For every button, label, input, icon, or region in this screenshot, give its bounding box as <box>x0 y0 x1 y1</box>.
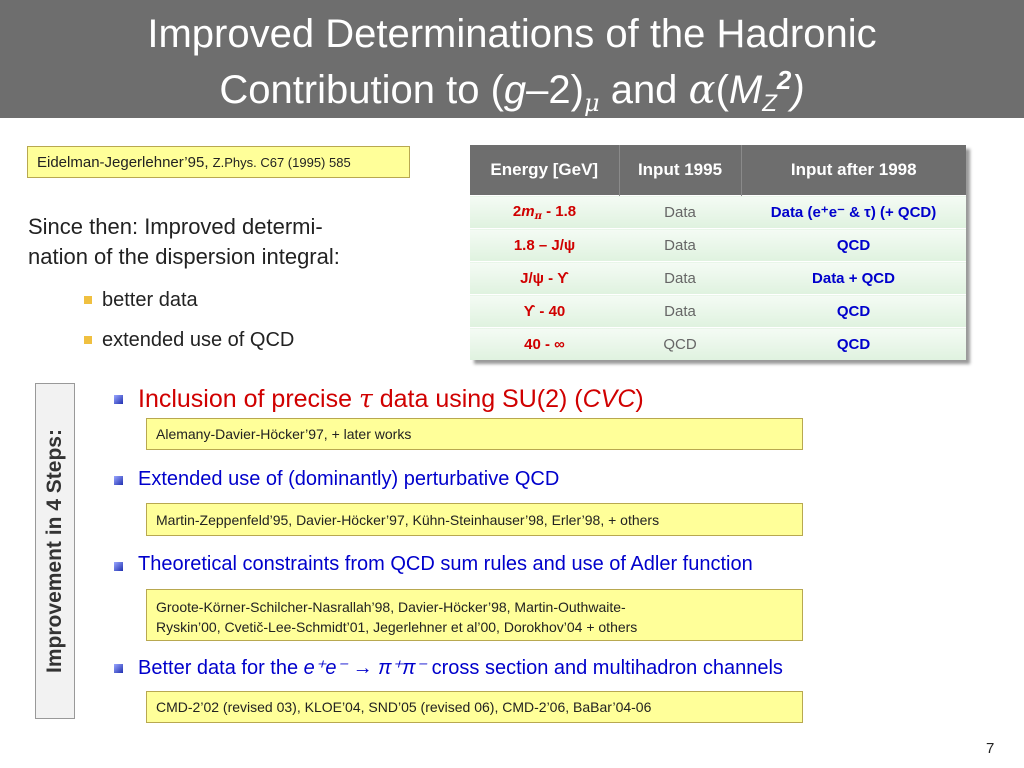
step-bullet-icon <box>114 395 123 404</box>
cell-energy: ϒ - 40 <box>470 294 619 328</box>
header-input-1998: Input after 1998 <box>741 145 966 196</box>
since-line1: Since then: Improved determi- <box>28 214 323 239</box>
cell-input-1998: Data (e⁺e⁻ & τ) (+ QCD) <box>741 195 966 229</box>
page-number: 7 <box>986 740 995 757</box>
step-1-text: Inclusion of precise τ data using SU(2) … <box>138 384 644 414</box>
sub-bullet-better-data: better data <box>84 289 198 312</box>
title-g: g <box>503 68 527 112</box>
slide-title-line1: Improved Determinations of the Hadronic <box>147 12 877 56</box>
sub-bullet-qcd: extended use of QCD <box>84 329 294 352</box>
step-1-reference: Alemany-Davier-Höcker’97, + later works <box>146 418 803 450</box>
step-4-text: Better data for the e⁺e⁻ → π⁺π⁻ cross se… <box>138 655 783 680</box>
energy-suffix: - 1.8 <box>541 202 577 220</box>
reference-eidelman: Eidelman-Jegerlehner’95, Z.Phys. C67 (19… <box>27 146 410 178</box>
cell-energy: 40 - ∞ <box>470 327 619 360</box>
energy-m: m <box>521 202 535 220</box>
table-row: 40 - ∞ QCD QCD <box>470 327 966 360</box>
sub-bullet-label: extended use of QCD <box>102 329 295 351</box>
cell-input-1995: Data <box>619 228 741 262</box>
step-bullet-icon <box>114 476 123 485</box>
title-bar: Improved Determinations of the Hadronic … <box>0 0 1024 118</box>
table-row: 2mπ - 1.8 Data Data (e⁺e⁻ & τ) (+ QCD) <box>470 195 966 229</box>
slide-title-line2: Contribution to (g–2)μ and α(MZ2) <box>0 57 1024 127</box>
energy-prefix: 2 <box>512 202 522 220</box>
cell-input-1995: Data <box>619 261 741 295</box>
step-bullet-icon <box>114 562 123 571</box>
title-exponent: 2 <box>776 65 792 95</box>
step-1-tau: τ <box>358 384 373 413</box>
cell-input-1998: Data + QCD <box>741 261 966 295</box>
step-4-text-b: cross section and multihadron channels <box>426 657 783 679</box>
cell-input-1995: Data <box>619 294 741 328</box>
step-1-text-a: Inclusion of precise <box>138 385 359 413</box>
step-4-reaction: e⁺e⁻ → π⁺π⁻ <box>303 657 427 679</box>
title-text-e: ) <box>791 68 805 112</box>
cell-input-1998: QCD <box>741 327 966 360</box>
step-4-reference: CMD-2’02 (revised 03), KLOE’04, SND’05 (… <box>146 691 803 723</box>
title-M: M <box>728 68 763 112</box>
cell-energy: 2mπ - 1.8 <box>470 195 619 229</box>
step-3-reference-line1: Groote-Körner-Schilcher-Nasrallah’98, Da… <box>156 599 626 615</box>
step-2-reference: Martin-Zeppenfeld’95, Davier-Höcker’97, … <box>146 503 803 536</box>
step-1-cvc: CVC <box>582 385 636 413</box>
header-input-1995: Input 1995 <box>619 145 742 196</box>
cell-input-1998: QCD <box>741 294 966 328</box>
title-mu: μ <box>583 89 600 117</box>
reference-authors: Eidelman-Jegerlehner’95, <box>37 153 209 171</box>
title-Z: Z <box>762 90 777 117</box>
table-row: J/ψ - ϒ Data Data + QCD <box>470 261 966 295</box>
steps-label: Improvement in 4 Steps: <box>43 429 66 673</box>
step-1-text-c: ) <box>635 385 644 413</box>
step-2-text: Extended use of (dominantly) perturbativ… <box>138 468 560 490</box>
title-text-d: ( <box>715 68 729 112</box>
title-alpha: α <box>688 67 716 113</box>
table-row: ϒ - 40 Data QCD <box>470 294 966 328</box>
since-line2: nation of the dispersion integral: <box>28 244 340 269</box>
cell-input-1995: QCD <box>619 327 741 360</box>
step-3-reference-line2: Ryskin’00, Cvetič-Lee-Schmidt’01, Jegerl… <box>156 619 638 635</box>
step-1-text-b: data using SU(2) ( <box>372 385 583 413</box>
step-3-reference: Groote-Körner-Schilcher-Nasrallah’98, Da… <box>146 589 803 641</box>
cell-input-1998: QCD <box>741 228 966 262</box>
steps-label-box: Improvement in 4 Steps: <box>35 383 75 719</box>
energy-pi: π <box>534 210 542 222</box>
table-header-row: Energy [GeV] Input 1995 Input after 1998 <box>470 145 966 196</box>
step-4-text-a: Better data for the <box>138 657 304 679</box>
cell-energy: J/ψ - ϒ <box>470 261 619 295</box>
reference-journal: Z.Phys. C67 (1995) 585 <box>212 154 351 170</box>
table-row: 1.8 – J/ψ Data QCD <box>470 228 966 262</box>
step-3-text: Theoretical constraints from QCD sum rul… <box>138 553 753 575</box>
since-then-text: Since then: Improved determi- nation of … <box>28 212 340 272</box>
title-text-b: –2) <box>526 68 584 112</box>
title-text-c: and <box>599 68 689 112</box>
title-text-a: Contribution to ( <box>219 68 504 112</box>
energy-input-table: Energy [GeV] Input 1995 Input after 1998… <box>470 145 966 360</box>
bullet-square-icon <box>84 296 92 304</box>
sub-bullet-label: better data <box>102 289 198 311</box>
step-bullet-icon <box>114 664 123 673</box>
bullet-square-icon <box>84 336 92 344</box>
cell-energy: 1.8 – J/ψ <box>470 228 619 262</box>
cell-input-1995: Data <box>619 195 741 229</box>
header-energy: Energy [GeV] <box>470 145 620 196</box>
